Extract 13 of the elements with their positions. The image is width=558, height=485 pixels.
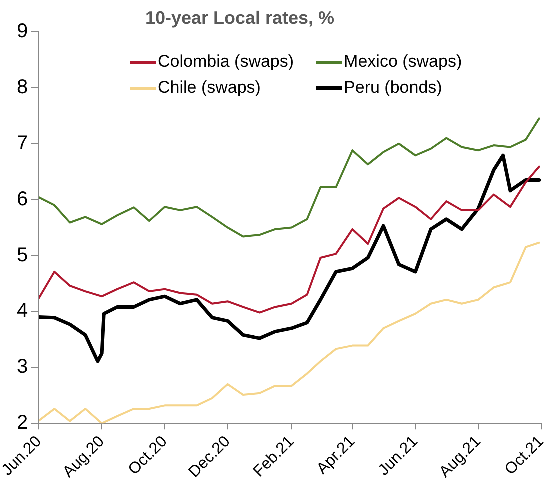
legend-label: Peru (bonds) (344, 78, 442, 98)
chart-title: 10-year Local rates, % (145, 8, 335, 28)
y-tick-label: 9 (17, 20, 28, 43)
y-tick-label: 3 (17, 356, 28, 378)
y-tick-label: 5 (17, 244, 28, 266)
y-tick-label: 2 (17, 412, 28, 434)
y-tick-label: 7 (17, 132, 28, 154)
legend-label: Chile (swaps) (158, 78, 261, 98)
legend-label: Mexico (swaps) (344, 52, 462, 72)
y-tick-label: 6 (17, 188, 28, 210)
y-tick-label: 8 (17, 76, 28, 98)
legend-label: Colombia (swaps) (158, 52, 294, 72)
y-tick-label: 4 (17, 300, 28, 322)
